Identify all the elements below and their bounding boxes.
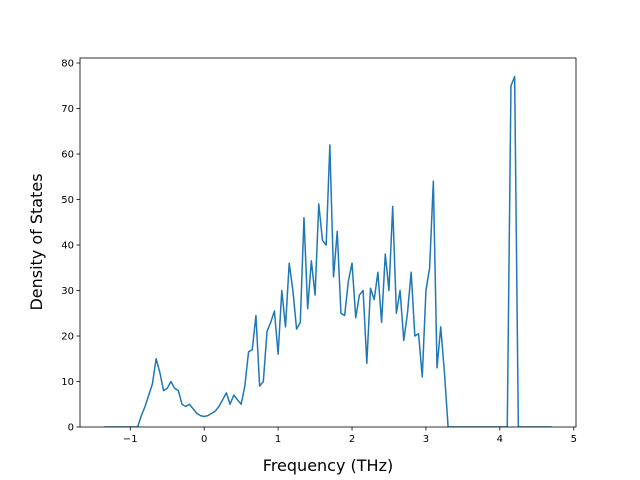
x-tick-label: 0 <box>201 434 207 445</box>
line <box>104 75 552 427</box>
x-tick-label: 3 <box>423 434 429 445</box>
y-tick-label: 20 <box>61 332 74 343</box>
x-tick-label: 4 <box>497 434 503 445</box>
x-tick-label: 1 <box>275 434 281 445</box>
y-tick-label: 10 <box>61 377 74 388</box>
y-tick-label: 60 <box>61 150 74 161</box>
y-tick-label: 70 <box>61 104 74 115</box>
y-tick-label: 50 <box>61 195 74 206</box>
y-tick-label: 0 <box>68 423 74 434</box>
y-axis-label: Density of States <box>27 173 46 310</box>
x-tick-label: 2 <box>349 434 355 445</box>
x-tick-label: −1 <box>123 434 138 445</box>
plot-frame <box>79 57 577 428</box>
x-tick-label: 5 <box>571 434 577 445</box>
y-tick-label: 40 <box>61 241 74 252</box>
y-tick-label: 30 <box>61 286 74 297</box>
x-axis-label: Frequency (THz) <box>263 456 393 475</box>
y-tick-label: 80 <box>61 59 74 70</box>
